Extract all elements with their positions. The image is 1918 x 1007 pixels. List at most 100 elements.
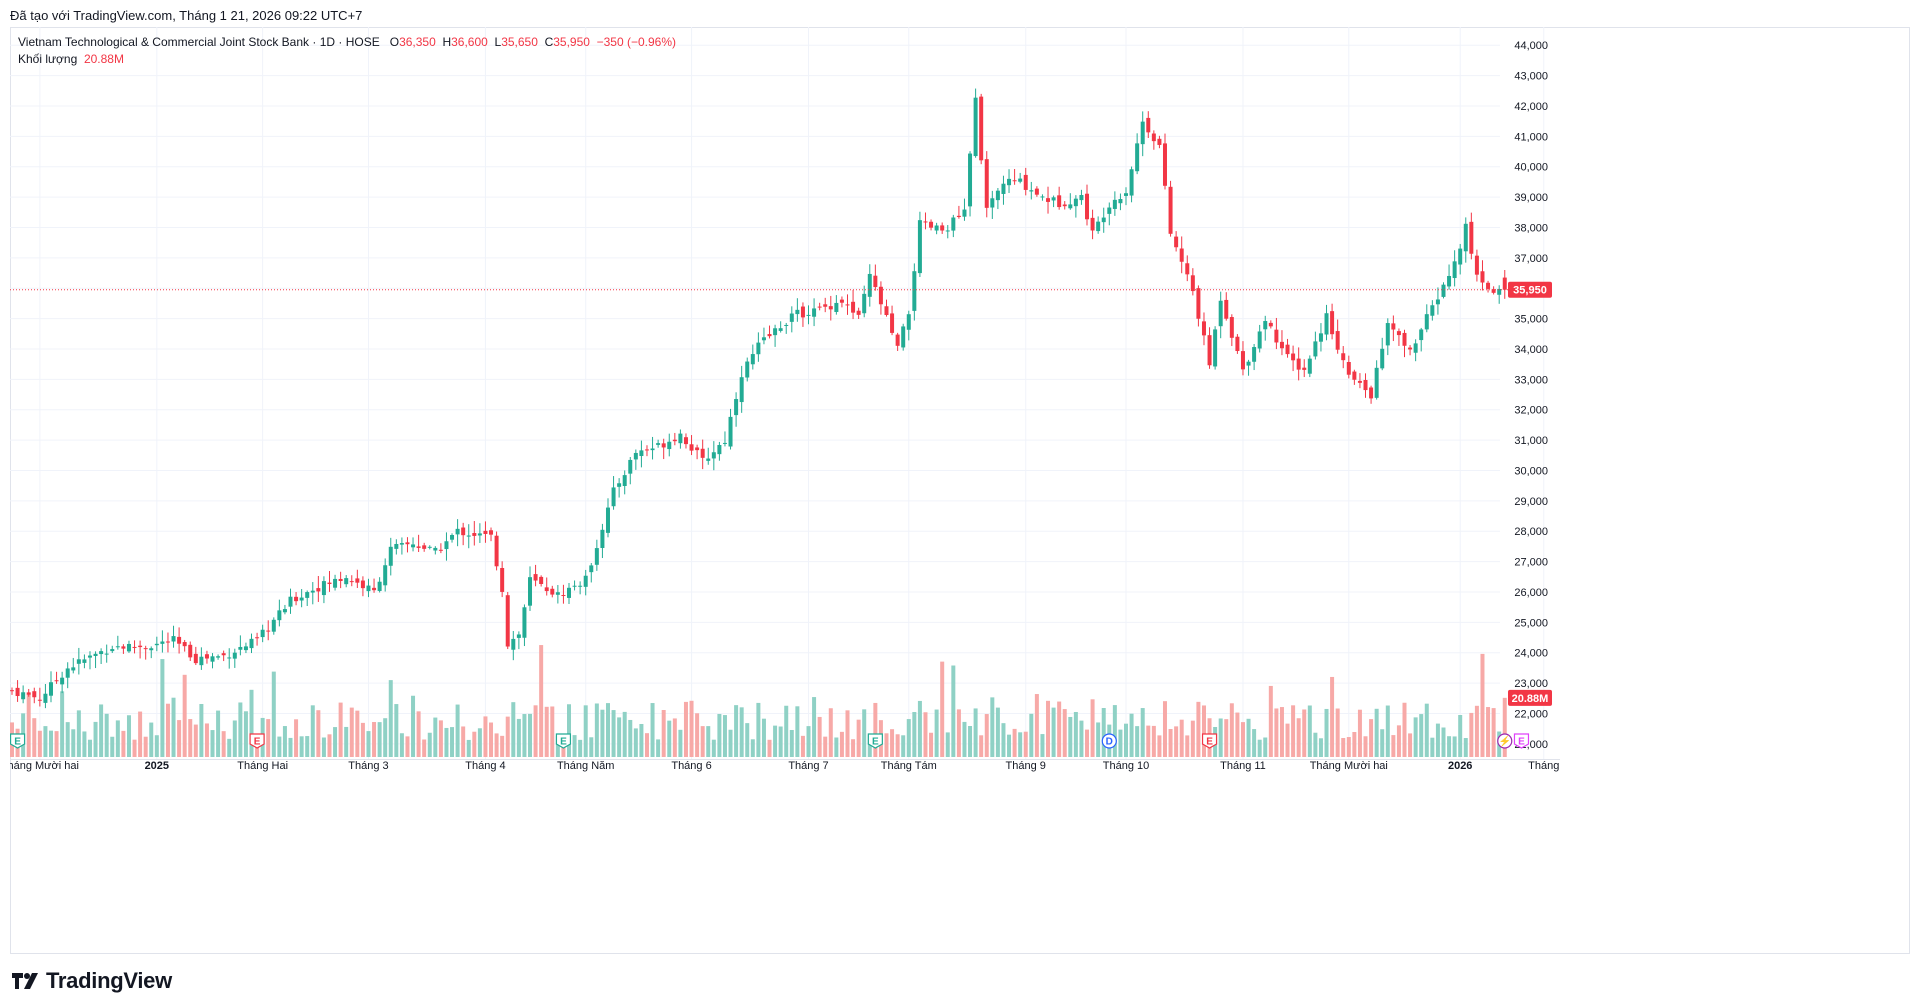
candle-body: [1023, 174, 1028, 190]
volume-bar: [489, 722, 494, 757]
candle-body: [756, 342, 761, 355]
candle-body: [76, 659, 81, 664]
volume-bar: [984, 714, 989, 757]
candle-body: [288, 596, 293, 607]
time-tick-label: 2025: [145, 760, 169, 772]
volume-bar: [750, 739, 755, 757]
candle-body: [862, 293, 867, 314]
volume-bar: [767, 739, 772, 757]
candle-body: [1502, 277, 1507, 290]
volume-bar: [1419, 714, 1424, 757]
earnings-marker: [555, 733, 572, 749]
candle-body: [1435, 299, 1440, 305]
time-tick-label: Tháng 11: [1220, 760, 1266, 772]
volume-bar: [873, 702, 878, 757]
candle-body: [1029, 190, 1034, 192]
volume-bar: [32, 718, 37, 757]
tradingview-logo[interactable]: TradingView: [12, 968, 172, 994]
candle-body: [884, 306, 889, 316]
volume-bar: [82, 731, 87, 757]
volume-bar: [394, 704, 399, 757]
volume-bar: [1380, 729, 1385, 757]
low-label: L: [494, 35, 502, 49]
volume-bar: [578, 739, 583, 757]
candle-body: [539, 576, 544, 584]
candle-body: [165, 641, 170, 643]
candlesticks: [10, 88, 1507, 709]
candle-body: [15, 687, 20, 697]
volume-bar: [366, 731, 371, 757]
volume-bar: [1218, 718, 1223, 757]
candle-body: [1391, 323, 1396, 330]
candle-body: [945, 230, 950, 232]
volume-bar: [1235, 712, 1240, 757]
candle-body: [561, 595, 566, 597]
time-tick-label: Tháng 7: [788, 760, 828, 772]
candle-body: [154, 643, 159, 646]
candle-body: [817, 306, 822, 308]
price-tick-label: 41,000: [1514, 131, 1548, 143]
volume-bar: [165, 703, 170, 757]
volume-bar: [422, 739, 427, 757]
volume-bar: [1374, 708, 1379, 757]
volume-bar: [143, 736, 148, 757]
candle-body: [683, 437, 688, 445]
volume-bar: [182, 674, 187, 757]
candle-body: [895, 334, 900, 346]
chart-canvas[interactable]: 21,00022,00023,00024,00025,00026,00027,0…: [10, 27, 1910, 954]
volume-bar: [795, 706, 800, 757]
candle-body: [1124, 193, 1128, 196]
candle-body: [1190, 275, 1195, 292]
volume-bar: [611, 710, 616, 757]
volume-bar: [1469, 712, 1474, 757]
candle-body: [10, 690, 14, 692]
volume-bar: [1341, 738, 1346, 757]
volume-bar: [689, 700, 694, 757]
volume-bar: [1090, 699, 1095, 757]
candle-body: [1458, 248, 1463, 265]
price-tick-label: 43,000: [1514, 71, 1548, 83]
candle-body: [689, 444, 694, 451]
volume-bar: [377, 722, 382, 757]
volume-value: 20.88M: [83, 52, 124, 66]
candle-body: [193, 653, 198, 664]
close-value: 35,950: [553, 35, 590, 49]
candle-body: [310, 590, 315, 593]
candle-body: [466, 535, 471, 537]
volume-bar: [717, 713, 722, 757]
volume-bar: [739, 707, 744, 757]
volume-bar: [817, 716, 822, 757]
candle-body: [1146, 117, 1151, 133]
volume-bar: [1018, 732, 1023, 757]
last-price-badge: [1508, 281, 1552, 298]
price-tick-label: 31,000: [1514, 435, 1548, 447]
candle-body: [171, 636, 176, 642]
volume-bar: [1118, 729, 1123, 757]
volume-bar: [812, 697, 817, 757]
volume-bar: [678, 729, 683, 757]
candle-body: [806, 314, 811, 316]
candle-body: [1213, 329, 1218, 367]
candle-body: [427, 546, 432, 548]
volume-bar: [728, 729, 733, 757]
candle-body: [266, 630, 271, 632]
volume-bar: [867, 734, 872, 757]
volume-bar: [216, 710, 221, 757]
volume-bar: [344, 726, 349, 757]
candle-body: [1463, 223, 1468, 252]
candle-body: [845, 304, 850, 306]
candle-body: [722, 442, 727, 444]
candle-body: [1486, 282, 1491, 289]
volume-bar: [1474, 705, 1479, 757]
candle-body: [366, 585, 371, 592]
candle-body: [411, 544, 416, 548]
candle-body: [923, 221, 928, 223]
candle-body: [461, 527, 466, 536]
volume-bar: [349, 707, 354, 757]
volume-row: Khối lượng 20.88M: [18, 51, 676, 68]
volume-bar: [177, 720, 182, 757]
volume-bar: [110, 736, 115, 757]
price-tick-label: 29,000: [1514, 496, 1548, 508]
candle-body: [778, 328, 783, 331]
candle-body: [544, 587, 549, 592]
